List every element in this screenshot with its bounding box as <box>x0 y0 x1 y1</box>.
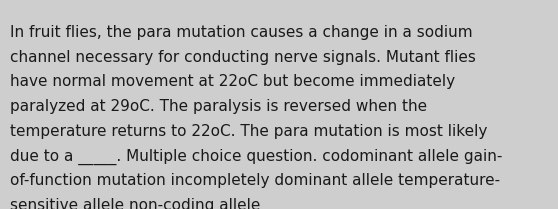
Text: channel necessary for conducting nerve signals. Mutant flies: channel necessary for conducting nerve s… <box>10 50 476 65</box>
Text: due to a _____. Multiple choice question. codominant allele gain-: due to a _____. Multiple choice question… <box>10 148 502 165</box>
Text: paralyzed at 29oC. The paralysis is reversed when the: paralyzed at 29oC. The paralysis is reve… <box>10 99 427 114</box>
Text: of-function mutation incompletely dominant allele temperature-: of-function mutation incompletely domina… <box>10 173 500 188</box>
Text: sensitive allele non-coding allele: sensitive allele non-coding allele <box>10 198 261 209</box>
Text: temperature returns to 22oC. The para mutation is most likely: temperature returns to 22oC. The para mu… <box>10 124 488 139</box>
Text: In fruit flies, the para mutation causes a change in a sodium: In fruit flies, the para mutation causes… <box>10 25 473 40</box>
Text: have normal movement at 22oC but become immediately: have normal movement at 22oC but become … <box>10 74 455 89</box>
